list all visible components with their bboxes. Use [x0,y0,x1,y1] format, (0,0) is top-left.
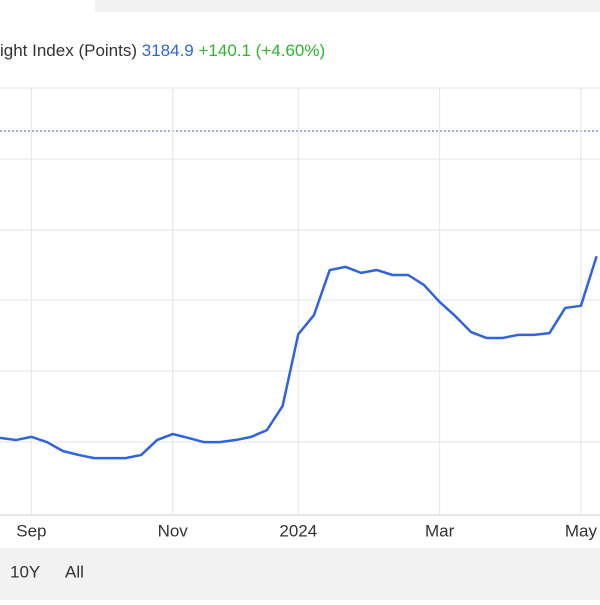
change: +140.1 (+4.60%) [198,41,325,60]
line [0,255,598,460]
range-button[interactable]: All [65,562,84,581]
last-value: 3184.9 [142,41,194,60]
grid [0,87,600,443]
chart-title: ight Index (Points) [0,41,137,60]
header: ight Index (Points) 3184.9 +140.1 (+4.60… [0,41,325,60]
range-button[interactable]: 10Y [10,562,40,581]
x-tick-label: May [565,521,598,540]
range-bar [0,548,600,600]
x-tick-label: Nov [158,521,189,540]
x-tick-label: Sep [16,521,46,540]
x-tick-label: Mar [425,521,455,540]
top-bar [95,0,600,12]
x-tick-label: 2024 [279,521,317,540]
